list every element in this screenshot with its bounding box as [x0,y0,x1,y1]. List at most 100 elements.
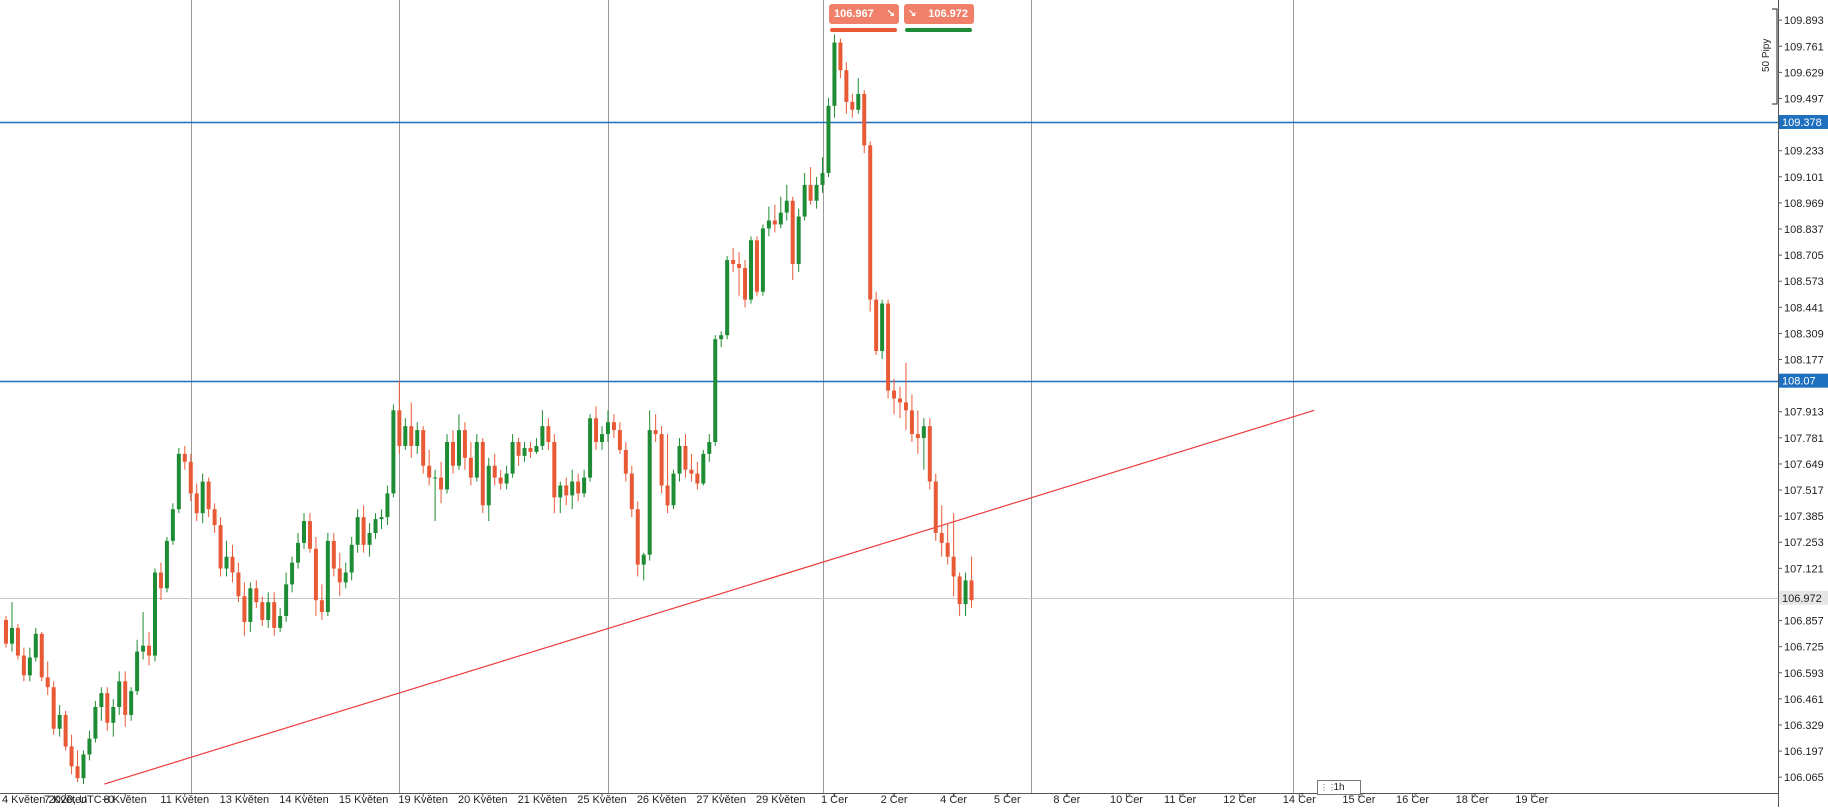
bearish-candle [546,418,551,450]
candle-body [594,418,599,442]
candle-body [4,619,8,644]
candle-body [516,441,521,456]
candle-body [546,426,551,442]
candle-body [737,264,742,268]
time-tick-label: 15 Květen [339,794,389,806]
candle-body [707,441,712,454]
bullish-candle [379,509,384,529]
bearish-candle [194,483,199,522]
bearish-candle [731,248,736,272]
candle-body [641,554,646,565]
time-tick-label: 13 Květen [220,794,270,806]
bullish-candle [93,701,98,743]
candle-body [9,627,14,644]
candle-body [880,303,885,352]
bullish-candle [766,206,771,237]
bullish-candle [677,438,682,482]
bullish-candle [600,426,604,450]
candle-body [921,426,926,439]
buy-volume-bar [905,28,972,32]
bearish-candle [689,453,694,482]
bearish-candle [516,438,521,466]
candle-body [498,477,503,484]
candle-body [200,481,205,514]
candle-body [403,426,408,446]
candle-body [760,228,765,292]
time-tick-label: 25 Květen [577,794,627,806]
candle-body [117,681,122,707]
bullish-candle [445,434,450,494]
candle-body [182,453,187,462]
candle-body [445,441,450,490]
bullish-candle [9,602,14,652]
buy-button[interactable]: ↘ 106.972 [904,4,974,24]
bullish-candle [111,699,116,737]
candle-body [158,572,163,589]
bearish-candle [683,434,688,478]
bearish-candle [743,260,748,308]
candle-body [296,542,301,563]
candle-body [260,602,265,620]
candle-body [451,441,455,466]
bearish-candle [564,477,569,506]
price-tick-label: 109.629 [1784,67,1824,79]
bullish-candle [522,441,527,462]
candle-body [969,580,974,601]
candle-body [93,706,98,739]
bullish-candle [99,687,104,721]
bullish-candle [486,457,491,522]
bullish-candle [224,540,229,577]
time-tick-label: 16 Čer [1396,793,1429,806]
timeframe-button[interactable]: ⋮⋮ 1h [1317,780,1361,795]
bearish-candle [63,710,68,751]
candle-body [480,441,485,506]
candle-body [141,645,146,652]
candle-body [15,627,20,656]
bullish-candle [963,572,968,617]
price-tick-label: 106.725 [1784,642,1824,654]
bearish-candle [790,196,795,280]
candle-body [170,509,175,541]
bullish-candle [540,410,545,450]
candle-body [427,465,432,478]
candle-body [963,580,968,605]
price-tick-label: 106.461 [1784,694,1824,706]
bullish-candle [921,418,926,470]
bearish-candle [236,562,241,603]
candle-body [474,441,479,478]
time-tick-label: 20 Květen [458,794,508,806]
candle-body [558,485,563,498]
candle-body [153,572,157,656]
time-tick-label: 10 Čer [1110,793,1143,806]
drag-handle-icon: ⋮⋮ [1320,783,1336,792]
bearish-candle [272,592,277,636]
candle-body [826,105,831,174]
candle-body [278,616,283,628]
level-price-label: 109.378 [1782,117,1822,129]
bearish-candle [951,513,956,597]
bearish-candle [629,465,634,518]
sell-button[interactable]: 106.967 ↘ [829,4,899,24]
candle-body [600,434,604,442]
time-tick-label: 19 Čer [1515,793,1548,806]
bullish-candle [349,536,354,581]
bearish-candle [892,378,897,415]
level-price-tag [1779,373,1828,388]
candle-body [164,540,169,589]
bullish-candle [802,173,807,221]
bearish-candle [909,394,914,442]
bearish-candle [927,418,932,490]
candle-body [230,556,235,573]
bullish-candle [433,469,438,522]
bearish-candle [611,414,616,439]
trendline [104,409,1315,785]
bullish-candle [415,422,420,454]
candle-body [69,746,74,767]
candle-body [790,200,795,265]
bearish-candle [480,438,485,514]
bullish-candle [713,335,718,446]
candle-body [957,576,962,605]
bullish-candle [57,704,62,737]
